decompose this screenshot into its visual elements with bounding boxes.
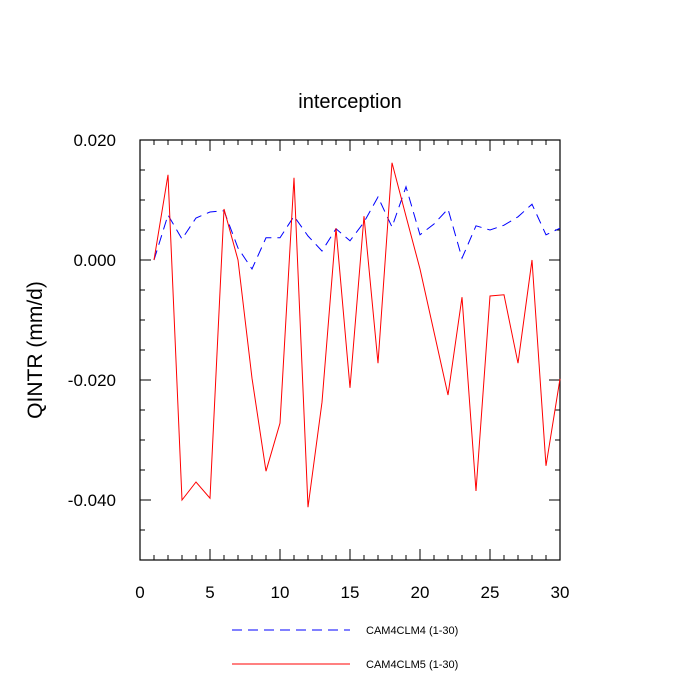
series-line-2 — [153, 162, 561, 508]
y-tick-label: 0.020 — [73, 131, 116, 150]
legend-label-1: CAM4CLM4 (1-30) — [366, 625, 458, 637]
y-tick-label: -0.020 — [68, 371, 116, 390]
x-tick-label: 10 — [271, 583, 290, 602]
x-tick-label: 5 — [205, 583, 214, 602]
chart-title: interception — [298, 91, 401, 113]
y-tick-label: 0.000 — [73, 251, 116, 270]
y-axis-label: QINTR (mm/d) — [24, 281, 47, 419]
y-tick-label: -0.040 — [68, 491, 116, 510]
x-tick-label: 20 — [411, 583, 430, 602]
plot-area: 0 5 10 15 20 25 30 -0.040 -0.020 0.000 0.020 — [68, 131, 570, 602]
legend-label-2: CAM4CLM5 (1-30) — [366, 659, 458, 671]
x-tick-label: 25 — [481, 583, 500, 602]
legend: CAM4CLM4 (1-30) CAM4CLM5 (1-30) — [232, 625, 458, 671]
x-tick-label: 0 — [135, 583, 144, 602]
series-line-1 — [153, 185, 561, 271]
plot-frame — [139, 139, 561, 561]
x-tick-label: 15 — [341, 583, 360, 602]
x-tick-label: 30 — [551, 583, 570, 602]
